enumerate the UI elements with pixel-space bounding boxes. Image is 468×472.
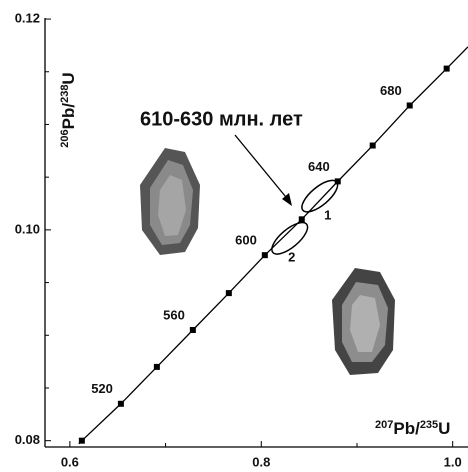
annotation-arrow bbox=[235, 135, 290, 202]
y-tick-label: 0.08 bbox=[15, 432, 40, 447]
x-tick-label: 1.0 bbox=[444, 454, 462, 469]
age-label: 520 bbox=[91, 381, 113, 396]
age-point bbox=[262, 252, 268, 258]
chart: 610-630 млн. лет 207Pb/235U 206Pb/238U 0… bbox=[0, 0, 468, 472]
age-point bbox=[407, 102, 413, 108]
crystal-image bbox=[140, 148, 200, 255]
age-point bbox=[118, 401, 124, 407]
annotation: 610-630 млн. лет bbox=[140, 108, 303, 130]
error-ellipse bbox=[297, 175, 342, 217]
x-axis-label: 207Pb/235U bbox=[375, 419, 450, 439]
concordia-extension bbox=[447, 47, 468, 69]
age-label: 640 bbox=[308, 159, 330, 174]
y-tick-label: 0.10 bbox=[15, 221, 40, 236]
age-point bbox=[299, 216, 305, 222]
age-point bbox=[444, 66, 450, 72]
age-point bbox=[190, 327, 196, 333]
age-label: 560 bbox=[163, 307, 185, 322]
age-label: 680 bbox=[380, 83, 402, 98]
x-tick-label: 0.6 bbox=[61, 454, 79, 469]
y-tick-label: 0.12 bbox=[15, 10, 40, 25]
age-label: 600 bbox=[235, 233, 257, 248]
age-point bbox=[370, 143, 376, 149]
crystal-image bbox=[332, 268, 395, 375]
age-point bbox=[79, 438, 85, 444]
x-tick-label: 0.8 bbox=[252, 454, 270, 469]
page: {"chart_data": { "type": "concordia", "x… bbox=[0, 0, 468, 472]
y-axis-label: 206Pb/238U bbox=[59, 72, 79, 147]
age-point bbox=[226, 290, 232, 296]
age-point bbox=[154, 364, 160, 370]
ellipse-label: 2 bbox=[288, 250, 295, 265]
ellipse-label: 1 bbox=[324, 208, 331, 223]
